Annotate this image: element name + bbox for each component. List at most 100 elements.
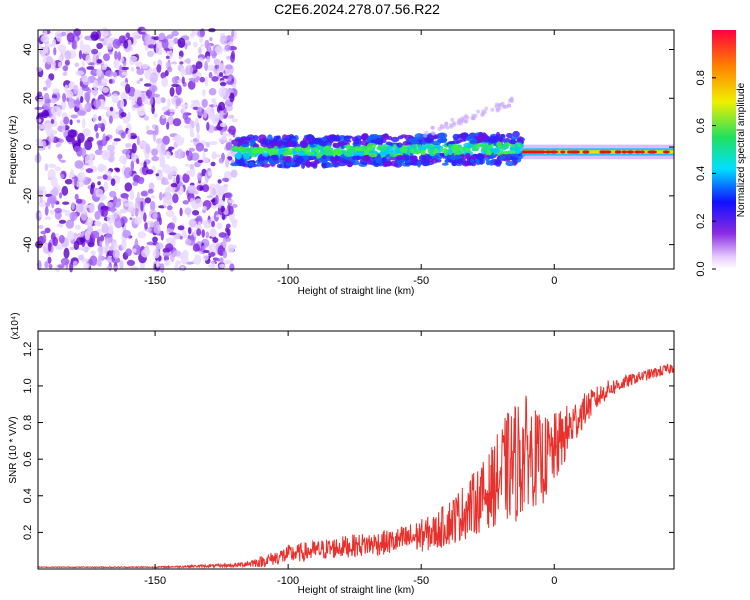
noise-blob	[103, 53, 110, 62]
noise-blob	[187, 227, 192, 235]
band-blob	[332, 142, 337, 148]
noise-blob	[36, 118, 42, 123]
noise-blob	[78, 254, 84, 261]
noise-blob	[66, 90, 74, 99]
noise-blob	[111, 257, 121, 264]
noise-blob	[152, 131, 157, 142]
noise-blob	[194, 217, 202, 222]
band-blob	[509, 153, 519, 157]
noise-blob	[231, 118, 238, 123]
noise-blob	[208, 251, 216, 257]
band-blob	[300, 139, 308, 147]
noise-blob	[218, 86, 227, 98]
noise-blob	[40, 35, 50, 43]
noise-blob	[219, 257, 224, 264]
noise-blob	[196, 122, 200, 134]
band-blob	[368, 153, 378, 158]
noise-blob	[208, 112, 214, 116]
band-blob	[382, 161, 393, 167]
noise-blob	[215, 45, 223, 55]
noise-blob	[37, 186, 46, 191]
noise-blob	[58, 219, 67, 224]
noise-blob	[74, 175, 78, 186]
noise-blob	[162, 252, 171, 257]
noise-blob	[96, 68, 102, 77]
noise-blob	[44, 261, 49, 269]
noise-blob	[210, 229, 216, 238]
noise-blob	[228, 114, 235, 119]
noise-blob	[111, 93, 119, 104]
noise-blob	[119, 64, 123, 75]
noise-blob	[143, 212, 147, 223]
noise-blob	[123, 167, 132, 179]
noise-blob	[189, 166, 196, 178]
streak-blob	[437, 126, 442, 131]
snr-panel: -150 -100 -50 0 0.2 0.4 0.6 0.8 1.0 1.2 Height o…	[8, 312, 675, 596]
streak-blob	[470, 116, 475, 121]
band-blob	[479, 158, 484, 165]
band-blob	[392, 144, 398, 149]
noise-blob	[54, 166, 61, 171]
noise-blob	[46, 56, 53, 65]
band-blob	[309, 144, 316, 148]
noise-blob	[177, 225, 185, 231]
noise-blob	[203, 148, 208, 152]
band-blob	[371, 135, 378, 139]
noise-blob	[216, 222, 223, 230]
noise-blob	[75, 198, 83, 204]
noise-blob	[60, 257, 70, 266]
noise-blob	[225, 158, 230, 168]
band-blob	[420, 151, 427, 156]
noise-blob	[195, 76, 201, 81]
noise-blob	[151, 86, 155, 97]
noise-blob	[47, 242, 52, 252]
noise-blob	[75, 180, 85, 188]
noise-blob	[69, 262, 74, 273]
noise-blob	[121, 149, 131, 155]
figure-title: C2E6.2024.278.07.56.R22	[274, 1, 440, 17]
y-tick-label: 0	[22, 144, 34, 150]
noise-blob	[91, 48, 99, 55]
noise-blob	[211, 204, 218, 209]
streak-blob	[424, 130, 429, 135]
band-blob	[451, 145, 461, 152]
noise-blob	[166, 121, 170, 130]
band-blob	[297, 152, 304, 156]
band-blob	[466, 135, 475, 142]
noise-blob	[163, 197, 167, 209]
noise-blob	[212, 154, 221, 158]
noise-blob	[64, 209, 71, 217]
band-blob	[399, 147, 408, 153]
noise-blob	[106, 214, 116, 224]
noise-blob	[169, 253, 175, 263]
noise-blob	[56, 223, 64, 227]
noise-blob	[199, 36, 204, 43]
noise-blob	[187, 80, 196, 90]
noise-blob	[137, 231, 146, 239]
noise-blob	[112, 241, 118, 250]
noise-blob	[173, 250, 181, 257]
band-blob	[349, 147, 356, 154]
noise-blob	[61, 31, 66, 37]
band-blob	[364, 149, 369, 154]
noise-blob	[213, 58, 221, 66]
band-blob	[321, 136, 327, 142]
noise-blob	[161, 38, 169, 49]
noise-blob	[59, 192, 63, 199]
noise-blob	[127, 111, 131, 122]
band-blob	[381, 133, 389, 141]
strong-band-peak	[639, 150, 645, 154]
spectrogram-x-ticks: -150 -100 -50 0	[144, 30, 557, 287]
noise-blob	[42, 86, 48, 91]
noise-blob	[207, 219, 213, 223]
noise-blob	[171, 61, 177, 65]
noise-blob	[172, 177, 176, 185]
streak-blob	[476, 109, 480, 114]
noise-blob	[212, 237, 219, 244]
noise-blob	[125, 143, 132, 148]
band-blob	[354, 135, 363, 141]
noise-blob	[152, 248, 160, 259]
noise-blob	[62, 201, 70, 205]
noise-blob	[127, 129, 131, 141]
noise-blob	[202, 206, 207, 211]
